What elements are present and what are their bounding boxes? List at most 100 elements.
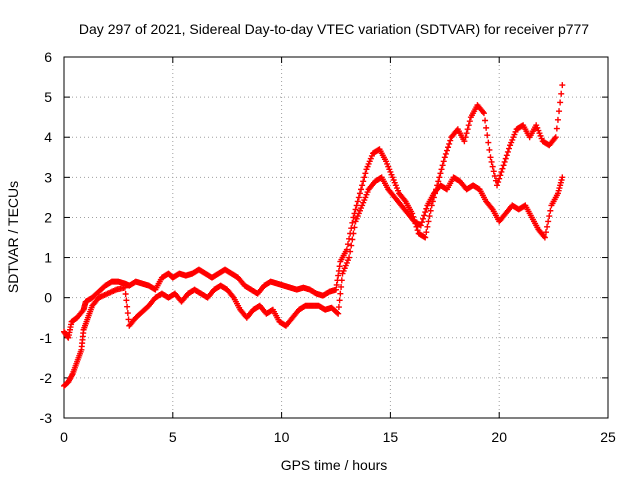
data-point bbox=[417, 222, 424, 229]
data-point bbox=[443, 147, 450, 154]
data-point bbox=[490, 168, 497, 175]
data-point bbox=[426, 213, 433, 220]
data-point bbox=[355, 194, 362, 201]
data-point bbox=[418, 219, 425, 226]
data-point bbox=[556, 108, 563, 115]
data-point bbox=[125, 316, 132, 323]
y-tick-label: 3 bbox=[44, 169, 52, 185]
data-point bbox=[544, 223, 551, 230]
data-point bbox=[488, 158, 495, 165]
x-tick-label: 15 bbox=[383, 429, 399, 445]
data-point bbox=[347, 248, 354, 255]
data-point bbox=[122, 290, 129, 297]
data-point bbox=[338, 277, 345, 284]
data-point bbox=[504, 148, 511, 155]
data-point bbox=[441, 154, 448, 161]
data-point bbox=[437, 170, 444, 177]
data-point bbox=[424, 223, 431, 230]
data-point bbox=[337, 290, 344, 297]
data-point bbox=[554, 116, 561, 123]
data-point bbox=[552, 134, 559, 141]
data-point bbox=[541, 234, 548, 241]
data-point bbox=[353, 202, 360, 209]
data-point bbox=[362, 170, 369, 177]
data-point bbox=[348, 242, 355, 249]
data-point bbox=[336, 297, 343, 304]
data-point bbox=[547, 207, 554, 214]
data-point bbox=[446, 140, 453, 147]
data-point bbox=[343, 246, 350, 253]
data-points bbox=[61, 82, 566, 389]
data-point bbox=[501, 158, 508, 165]
data-point bbox=[483, 124, 490, 131]
y-tick-label: 4 bbox=[44, 129, 52, 145]
data-point bbox=[464, 126, 471, 133]
series-1 bbox=[61, 82, 566, 341]
data-point bbox=[482, 117, 489, 124]
data-point bbox=[442, 150, 449, 157]
data-point bbox=[497, 172, 504, 179]
x-tick-label: 0 bbox=[60, 429, 68, 445]
y-tick-label: 1 bbox=[44, 250, 52, 266]
data-point bbox=[546, 213, 553, 220]
x-axis-ticks: 0 5 10 15 20 25 bbox=[60, 57, 616, 445]
data-point bbox=[542, 229, 549, 236]
data-point bbox=[336, 263, 343, 270]
x-tick-label: 5 bbox=[169, 429, 177, 445]
data-point bbox=[423, 205, 430, 212]
data-point bbox=[361, 174, 368, 181]
data-point bbox=[425, 218, 432, 225]
data-point bbox=[346, 254, 353, 261]
data-point bbox=[338, 283, 345, 290]
data-point bbox=[427, 207, 434, 214]
data-point bbox=[557, 99, 564, 106]
y-tick-label: -2 bbox=[40, 370, 53, 386]
data-point bbox=[461, 138, 468, 145]
y-tick-label: 0 bbox=[44, 290, 52, 306]
data-point bbox=[439, 162, 446, 169]
data-point bbox=[480, 110, 487, 117]
data-point bbox=[559, 82, 566, 89]
data-point bbox=[421, 212, 428, 219]
data-point bbox=[334, 309, 341, 316]
data-point bbox=[486, 146, 493, 153]
data-point bbox=[485, 139, 492, 146]
data-point bbox=[503, 152, 510, 159]
data-point bbox=[491, 172, 498, 179]
data-point bbox=[123, 297, 130, 304]
data-point bbox=[354, 198, 361, 205]
y-tick-label: 2 bbox=[44, 209, 52, 225]
data-point bbox=[502, 155, 509, 162]
y-tick-label: 5 bbox=[44, 89, 52, 105]
data-point bbox=[465, 122, 472, 129]
data-point bbox=[445, 144, 452, 151]
data-point bbox=[447, 137, 454, 144]
data-point bbox=[344, 241, 351, 248]
data-point bbox=[440, 158, 447, 165]
data-point bbox=[553, 125, 560, 132]
data-point bbox=[435, 178, 442, 185]
x-tick-label: 20 bbox=[491, 429, 507, 445]
data-point bbox=[335, 272, 342, 279]
data-point bbox=[436, 174, 443, 181]
data-point bbox=[349, 219, 356, 226]
data-point bbox=[350, 230, 357, 237]
data-point bbox=[349, 236, 356, 243]
data-point bbox=[124, 303, 131, 310]
data-point bbox=[500, 162, 507, 169]
grid-lines bbox=[64, 57, 608, 418]
data-point bbox=[352, 206, 359, 213]
data-point bbox=[333, 281, 340, 288]
y-tick-label: -3 bbox=[40, 410, 53, 426]
y-axis-ticks: -3 -2 -1 0 1 2 3 4 5 6 bbox=[40, 49, 608, 426]
x-axis-label: GPS time / hours bbox=[281, 457, 388, 473]
data-point bbox=[489, 163, 496, 170]
data-point bbox=[414, 227, 421, 234]
data-point bbox=[121, 284, 128, 291]
data-point bbox=[495, 179, 502, 186]
x-tick-label: 10 bbox=[274, 429, 290, 445]
data-point bbox=[351, 224, 358, 231]
y-tick-label: -1 bbox=[40, 330, 53, 346]
